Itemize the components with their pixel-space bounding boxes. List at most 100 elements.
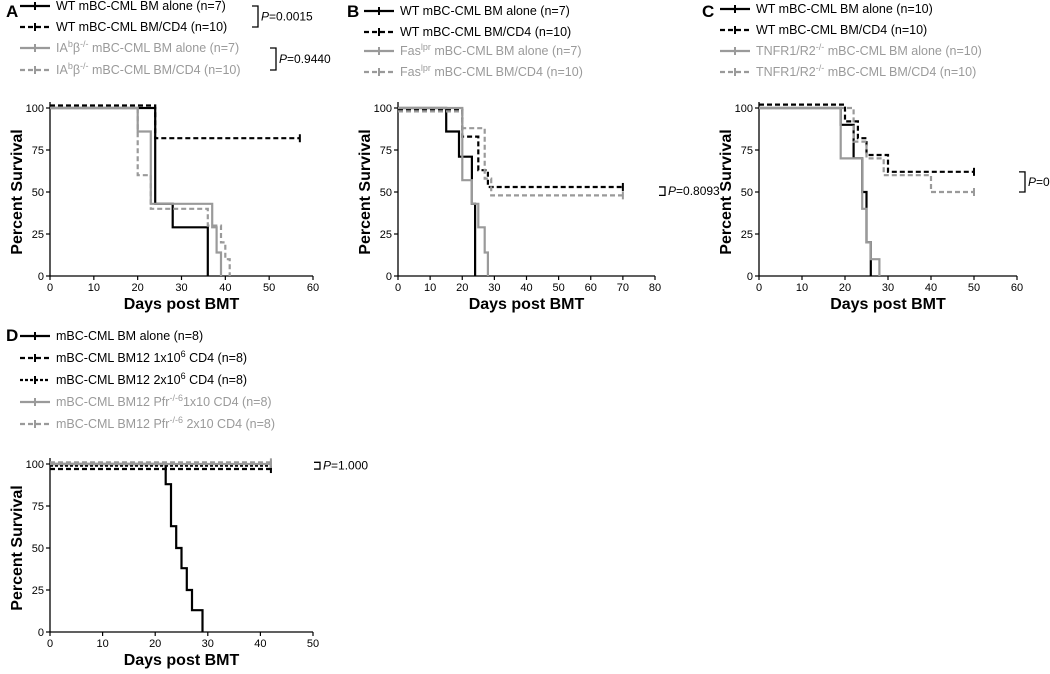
series-line	[759, 103, 974, 173]
legend-text: CD4 (n=8)	[214, 417, 275, 431]
legend-label: WT mBC-CML BM/CD4 (n=10)	[400, 25, 571, 39]
legend-superscript: b	[68, 61, 73, 71]
series-line	[759, 106, 881, 276]
panel-letter: B	[347, 2, 359, 21]
legend-text: WT mBC-CML BM alone (n=10)	[756, 2, 933, 16]
x-axis-label: Days post BMT	[469, 296, 585, 313]
legend-item: mBC-CML BM12 2x106 CD4 (n=8)	[20, 371, 247, 387]
x-tick-label: 20	[456, 282, 468, 294]
pvalue-bracket	[659, 186, 666, 197]
chart-panel-c: C 0 10 20 30 40 50 60 0 25 50 75 100 Days post BMT Per…	[702, 2, 1050, 313]
legend-superscript: 6	[181, 349, 186, 359]
legend-label: Faslpr mBC-CML BM alone (n=7)	[400, 42, 581, 58]
y-tick-label: 100	[735, 103, 753, 115]
pvalue-bracket	[252, 5, 259, 28]
x-tick-label: 60	[1011, 282, 1023, 294]
pvalue-label: P=0.7085	[1028, 175, 1050, 189]
pvalue: P=1.000	[314, 459, 368, 473]
legend-superscript: b	[68, 39, 73, 49]
legend-label: WT mBC-CML BM alone (n=10)	[756, 2, 933, 16]
y-tick-label: 25	[32, 229, 44, 241]
legend-item: WT mBC-CML BM alone (n=7)	[364, 4, 570, 18]
legend-item: mBC-CML BM12 Pfr-/-6 2x10 CD4 (n=8)	[20, 415, 275, 431]
pvalue-symbol: P	[279, 52, 287, 66]
x-tick-label: 50	[307, 638, 319, 650]
series-line	[50, 104, 300, 140]
x-tick-label: 20	[839, 282, 851, 294]
pvalue-value: =0.8093	[676, 184, 720, 198]
y-tick-label: 25	[741, 229, 753, 241]
legend-label: WT mBC-CML BM alone (n=7)	[400, 4, 570, 18]
legend-text: mBC-CML BM/CD4 (n=10)	[824, 65, 976, 79]
series-line	[398, 110, 623, 197]
x-tick-label: 50	[263, 282, 275, 294]
pvalue: P=0.0015	[252, 5, 313, 28]
legend-label: Faslpr mBC-CML BM/CD4 (n=10)	[400, 63, 583, 79]
legend-text: CD4 (n=8)	[186, 373, 247, 387]
y-tick-label: 75	[32, 145, 44, 157]
legend-item: mBC-CML BM12 Pfr-/-61x10 CD4 (n=8)	[20, 393, 272, 409]
y-axis-label: Percent Survival	[9, 485, 26, 610]
chart-panel-d: D 0 10 20 30 40 50 0 25 50 75 100 Days post BMT Perce…	[6, 326, 368, 669]
x-tick-label: 40	[219, 282, 231, 294]
series-line	[50, 106, 231, 276]
legend-item: mBC-CML BM alone (n=8)	[20, 329, 203, 343]
legend-item: WT mBC-CML BM alone (n=7)	[20, 0, 226, 13]
pvalue-symbol: P	[323, 459, 331, 473]
legend-superscript: -/-	[169, 393, 178, 403]
legend-label: mBC-CML BM12 Pfr-/-61x10 CD4 (n=8)	[56, 393, 272, 409]
series-line	[759, 106, 872, 276]
legend-text: Fas	[400, 44, 421, 58]
x-tick-label: 40	[520, 282, 532, 294]
legend-label: mBC-CML BM alone (n=8)	[56, 329, 203, 343]
x-tick-label: 0	[47, 282, 53, 294]
y-axis-label: Percent Survival	[9, 129, 26, 254]
x-tick-label: 70	[617, 282, 629, 294]
legend-text: mBC-CML BM12 1x10	[56, 351, 181, 365]
legend-item: TNFR1/R2-/- mBC-CML BM/CD4 (n=10)	[720, 63, 976, 79]
x-tick-label: 50	[553, 282, 565, 294]
pvalue-bracket	[1019, 171, 1026, 193]
pvalue-value: =0.7085	[1036, 175, 1050, 189]
legend-text: WT mBC-CML BM/CD4 (n=10)	[756, 23, 927, 37]
y-tick-label: 25	[32, 585, 44, 597]
legend-superscript: -/-	[80, 39, 89, 49]
legend-text: IA	[56, 41, 68, 55]
legend-superscript: 6	[181, 371, 186, 381]
x-tick-label: 40	[925, 282, 937, 294]
pvalue-value: =1.000	[331, 459, 368, 473]
legend-label: TNFR1/R2-/- mBC-CML BM/CD4 (n=10)	[756, 63, 976, 79]
pvalue-label: P=1.000	[323, 459, 368, 473]
pvalue: P=0.9440	[270, 47, 331, 71]
y-tick-label: 50	[380, 187, 392, 199]
legend-text: mBC-CML BM12 Pfr	[56, 395, 169, 409]
y-axis-label: Percent Survival	[357, 129, 374, 254]
legend-superscript: -/-	[816, 42, 825, 52]
legend-text: WT mBC-CML BM alone (n=7)	[56, 0, 226, 13]
legend-label: IAbβ-/- mBC-CML BM/CD4 (n=10)	[56, 61, 241, 77]
x-axis-label: Days post BMT	[124, 652, 240, 669]
y-tick-label: 50	[32, 187, 44, 199]
y-tick-label: 100	[26, 459, 44, 471]
y-tick-label: 50	[32, 543, 44, 555]
pvalue: P=0.7085	[1019, 171, 1050, 193]
legend-text: 1x10	[183, 395, 210, 409]
legend-superscript: -/-	[169, 415, 178, 425]
legend-superscript: lpr	[421, 42, 431, 52]
pvalue-symbol: P	[1028, 175, 1036, 189]
y-tick-label: 100	[374, 103, 392, 115]
pvalue-label: P=0.0015	[261, 10, 313, 24]
legend-item: WT mBC-CML BM/CD4 (n=10)	[20, 20, 227, 34]
x-tick-label: 80	[649, 282, 661, 294]
x-tick-label: 20	[132, 282, 144, 294]
panel-letter: C	[702, 2, 714, 21]
legend-text: β	[73, 63, 80, 77]
x-tick-label: 10	[424, 282, 436, 294]
pvalue-value: =0.9440	[287, 52, 331, 66]
pvalue-label: P=0.8093	[668, 184, 720, 198]
x-axis-label: Days post BMT	[830, 296, 946, 313]
x-tick-label: 40	[254, 638, 266, 650]
pvalue-bracket	[270, 47, 277, 71]
legend-item: TNFR1/R2-/- mBC-CML BM alone (n=10)	[720, 42, 982, 58]
x-tick-label: 10	[88, 282, 100, 294]
